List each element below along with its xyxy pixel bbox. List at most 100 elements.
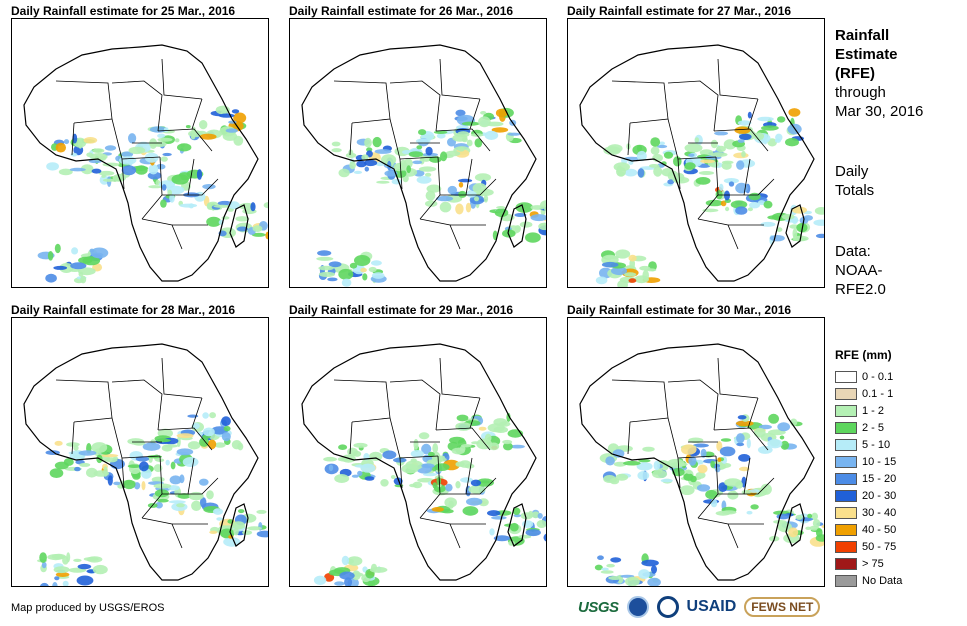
rainfall-cell: [160, 199, 167, 208]
legend-label: 1 - 2: [862, 404, 885, 417]
rainfall-cell: [86, 467, 98, 478]
country-border: [697, 517, 739, 549]
rainfall-cell: [412, 160, 423, 165]
rainfall-cell: [710, 460, 715, 468]
rainfall-cell: [688, 455, 697, 466]
rainfall-cell: [466, 497, 483, 506]
rainfall-cell: [603, 475, 616, 483]
rainfall-cell: [54, 440, 63, 446]
rainfall-cell: [369, 566, 388, 573]
rainfall-cell: [710, 152, 728, 158]
rainfall-cell: [69, 167, 86, 172]
rainfall-cell: [161, 444, 173, 452]
country-border: [187, 457, 195, 495]
legend-label: 0.1 - 1: [862, 387, 894, 400]
fews-net-logo-text: FEWS NET: [751, 600, 814, 614]
rainfall-cell: [353, 170, 363, 174]
data-source-line2: RFE2.0: [835, 281, 886, 298]
rainfall-cell: [213, 508, 223, 515]
rainfall-cell: [347, 556, 363, 566]
rainfall-cell: [728, 181, 735, 187]
rainfall-cell: [368, 266, 377, 273]
legend-item: 15 - 20: [835, 470, 955, 487]
rainfall-cell: [650, 146, 660, 155]
rainfall-cell: [499, 421, 511, 427]
country-border: [389, 80, 441, 132]
legend-swatch: [835, 421, 857, 434]
rainfall-cell: [447, 185, 457, 195]
rainfall-cell: [360, 267, 367, 273]
country-border: [389, 379, 441, 431]
rainfall-cell: [803, 215, 813, 221]
rainfall-cell: [714, 131, 729, 136]
rainfall-cell: [338, 168, 350, 178]
rainfall-cell: [815, 534, 824, 542]
rainfall-cell: [391, 178, 402, 185]
rainfall-cell: [316, 256, 334, 261]
legend-item: 50 - 75: [835, 538, 955, 555]
panel-title: Daily Rainfall estimate for 30 Mar., 201…: [567, 303, 792, 317]
rainfall-cell: [134, 482, 141, 490]
country-border: [469, 98, 481, 130]
legend-label: 15 - 20: [862, 472, 897, 485]
rainfall-cell: [811, 512, 818, 521]
rainfall-cell: [780, 440, 790, 450]
rainfall-cell: [405, 460, 423, 470]
rainfall-cell: [465, 202, 472, 213]
rainfall-cell: [58, 168, 73, 176]
rainfall-cell: [615, 249, 631, 259]
rainfall-cell: [425, 190, 436, 201]
coastline: [507, 503, 527, 547]
rainfall-cell: [455, 203, 464, 215]
rainfall-cell: [750, 504, 759, 510]
legend-label: 40 - 50: [862, 523, 897, 536]
rainfall-cell: [461, 137, 468, 143]
rainfall-cell: [47, 251, 54, 261]
rainfall-cell: [667, 179, 675, 185]
rainfall-cell: [594, 564, 603, 571]
usgs-logo: USGS: [578, 599, 619, 616]
rainfall-cell: [361, 154, 369, 161]
rainfall-cell: [177, 493, 191, 499]
rainfall-cell: [176, 436, 181, 448]
rainfall-cell: [522, 520, 534, 528]
rainfall-cell: [410, 450, 424, 458]
rainfall-cell: [176, 503, 185, 508]
rainfall-cell: [192, 422, 200, 430]
legend-swatch: [835, 523, 857, 536]
rainfall-map-25-mar: [11, 18, 269, 288]
rainfall-cell: [113, 481, 121, 486]
legend-label: 2 - 5: [862, 421, 885, 434]
rainfall-cell: [40, 582, 49, 586]
rainfall-cell: [431, 507, 444, 512]
rainfall-cell: [710, 498, 718, 508]
rainfall-cell: [265, 231, 268, 240]
country-border: [677, 457, 681, 489]
rainfall-cell: [436, 195, 454, 202]
rainfall-cell: [683, 473, 694, 481]
rainfall-cell: [202, 184, 216, 190]
country-border: [627, 421, 631, 455]
rainfall-cell: [636, 150, 647, 162]
country-border: [717, 357, 759, 399]
rainfall-cell: [777, 116, 786, 123]
rainfall-blobs: [313, 412, 546, 586]
panel-title: Daily Rainfall estimate for 27 Mar., 201…: [567, 4, 792, 18]
rainfall-cell: [763, 200, 773, 209]
rainfall-cell: [445, 483, 453, 492]
daily-totals-block: Daily Totals: [835, 162, 874, 200]
rainfall-cell: [737, 120, 752, 126]
rainfall-cell: [157, 498, 169, 503]
rainfall-cell: [686, 470, 692, 475]
rainfall-cell: [600, 570, 614, 574]
country-border: [713, 427, 769, 451]
country-border: [55, 379, 113, 423]
rainfall-cell: [393, 477, 403, 485]
rainfall-cell: [121, 165, 137, 176]
africa-map-svg: [301, 44, 546, 287]
rainfall-cell: [55, 142, 66, 153]
country-border: [697, 218, 739, 250]
rainfall-cell: [413, 438, 419, 450]
rainfall-cell: [233, 528, 239, 536]
data-source-line1: NOAA-: [835, 262, 883, 279]
